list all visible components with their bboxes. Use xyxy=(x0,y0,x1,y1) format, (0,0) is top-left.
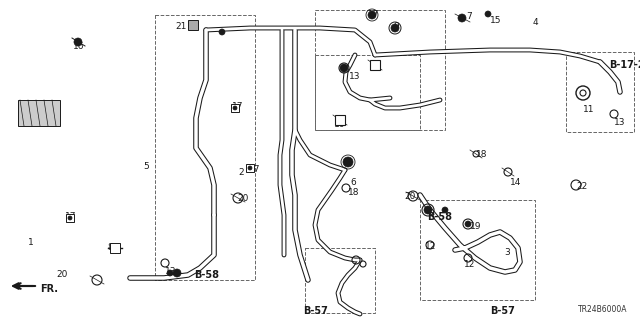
Text: 11: 11 xyxy=(371,64,383,73)
Bar xyxy=(305,248,375,313)
Bar xyxy=(315,10,445,130)
Circle shape xyxy=(74,38,82,46)
Circle shape xyxy=(233,106,237,110)
Text: 20: 20 xyxy=(237,194,248,203)
Circle shape xyxy=(424,206,432,214)
Text: B-57: B-57 xyxy=(490,306,515,316)
Text: 2: 2 xyxy=(238,168,244,177)
Bar xyxy=(246,164,254,172)
Circle shape xyxy=(68,216,72,220)
Text: 10: 10 xyxy=(334,120,346,129)
Text: B-58: B-58 xyxy=(427,212,452,222)
Bar xyxy=(420,200,535,300)
Text: FR.: FR. xyxy=(40,284,58,294)
Text: 19: 19 xyxy=(470,222,481,231)
Bar xyxy=(231,104,239,112)
Circle shape xyxy=(248,166,252,170)
Bar xyxy=(370,60,380,70)
Bar xyxy=(155,15,255,280)
Text: 12: 12 xyxy=(425,242,436,251)
Text: 18: 18 xyxy=(476,150,488,159)
Circle shape xyxy=(485,11,491,17)
Text: 17: 17 xyxy=(249,165,260,174)
Circle shape xyxy=(368,11,376,19)
Text: 13: 13 xyxy=(614,118,625,127)
Circle shape xyxy=(442,207,448,213)
Circle shape xyxy=(458,14,466,22)
Bar xyxy=(566,52,634,132)
Text: B-57: B-57 xyxy=(303,306,328,316)
Text: 18: 18 xyxy=(348,188,360,197)
Text: TR24B6000A: TR24B6000A xyxy=(577,305,627,314)
Text: 11: 11 xyxy=(583,105,595,114)
Circle shape xyxy=(173,269,181,277)
Text: 21: 21 xyxy=(175,22,186,31)
Bar xyxy=(188,20,198,30)
Text: 6: 6 xyxy=(350,178,356,187)
Circle shape xyxy=(340,64,348,72)
Text: 17: 17 xyxy=(232,102,243,111)
Text: 16: 16 xyxy=(73,42,84,51)
Circle shape xyxy=(167,270,173,276)
Text: 17: 17 xyxy=(65,212,77,221)
Text: 12: 12 xyxy=(464,260,476,269)
Circle shape xyxy=(391,24,399,32)
Text: 7: 7 xyxy=(466,12,472,21)
Text: 13: 13 xyxy=(165,267,177,276)
Bar xyxy=(66,214,74,222)
Text: 4: 4 xyxy=(533,18,539,27)
Text: 8: 8 xyxy=(107,243,113,252)
Text: 14: 14 xyxy=(510,178,522,187)
Text: 22: 22 xyxy=(576,182,588,191)
Circle shape xyxy=(219,29,225,35)
Circle shape xyxy=(465,221,471,227)
Bar xyxy=(18,100,60,126)
Text: 17: 17 xyxy=(368,10,380,19)
Text: 3: 3 xyxy=(504,248,509,257)
Text: B-58: B-58 xyxy=(194,270,219,280)
Text: 20: 20 xyxy=(404,192,415,201)
Bar xyxy=(335,115,345,125)
Bar xyxy=(110,243,120,253)
Text: 20: 20 xyxy=(56,270,67,279)
Bar xyxy=(315,55,420,130)
Text: 9: 9 xyxy=(393,22,399,31)
Text: 5: 5 xyxy=(143,162,148,171)
Text: 13: 13 xyxy=(349,72,360,81)
Text: B-17-20: B-17-20 xyxy=(609,60,640,70)
Text: 15: 15 xyxy=(490,16,502,25)
Circle shape xyxy=(343,157,353,167)
Text: 1: 1 xyxy=(28,238,34,247)
